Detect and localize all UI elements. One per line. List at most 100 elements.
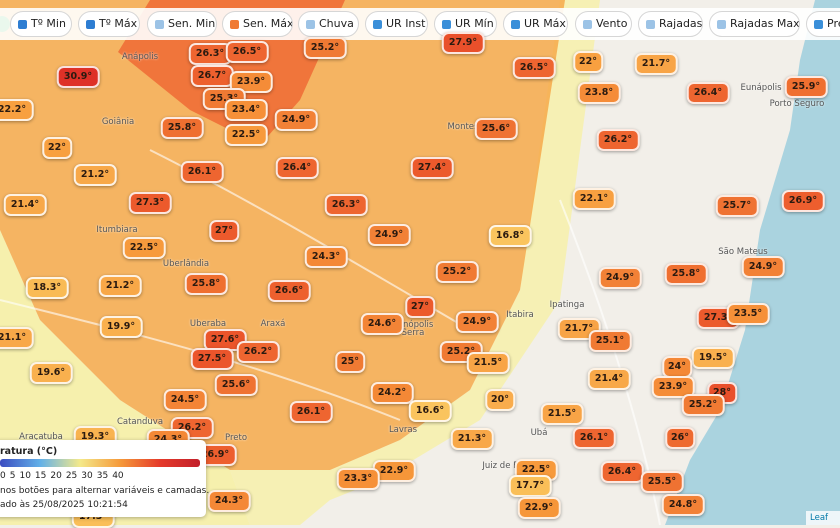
- toolbar-button[interactable]: Sen. Máx: [222, 11, 293, 37]
- temperature-marker[interactable]: 20°: [485, 389, 515, 411]
- button-icon: [511, 20, 520, 29]
- place-name: Ubá: [530, 428, 548, 438]
- temperature-marker[interactable]: 24.9°: [455, 311, 499, 333]
- temperature-marker[interactable]: 26.5°: [512, 57, 556, 79]
- place-name: Juiz de Fora: [482, 461, 532, 471]
- temperature-marker[interactable]: 19.6°: [29, 362, 73, 384]
- temperature-marker[interactable]: 26.1°: [572, 427, 616, 449]
- temperature-marker[interactable]: 25.5°: [640, 471, 684, 493]
- place-name: Catanduva: [116, 417, 164, 427]
- toolbar-button[interactable]: Pre: [806, 11, 840, 37]
- temperature-marker[interactable]: 22°: [573, 51, 603, 73]
- temperature-marker[interactable]: 26.6°: [267, 280, 311, 302]
- temperature-marker[interactable]: 24.5°: [163, 389, 207, 411]
- temperature-marker[interactable]: 27.5°: [190, 348, 234, 370]
- temperature-marker[interactable]: 27°: [405, 296, 435, 318]
- temperature-marker[interactable]: 19.5°: [691, 347, 735, 369]
- temperature-marker[interactable]: 23.5°: [726, 303, 770, 325]
- temperature-marker[interactable]: 22.9°: [517, 497, 561, 519]
- toolbar-button[interactable]: UR Máx: [503, 11, 568, 37]
- temperature-marker[interactable]: 25.9°: [784, 76, 828, 98]
- temperature-marker[interactable]: 26.2°: [596, 129, 640, 151]
- temperature-marker[interactable]: 19.9°: [99, 316, 143, 338]
- temperature-marker[interactable]: 27.4°: [410, 157, 454, 179]
- toolbar-button[interactable]: Rajadas Max: [709, 11, 800, 37]
- toolbar-button[interactable]: Tº Min: [10, 11, 72, 37]
- temperature-marker[interactable]: 21.4°: [3, 194, 47, 216]
- temperature-marker[interactable]: 30.9°: [56, 66, 100, 88]
- temperature-marker[interactable]: 25.8°: [184, 273, 228, 295]
- temperature-marker[interactable]: 25.2°: [303, 37, 347, 59]
- temperature-marker[interactable]: 26.4°: [275, 157, 319, 179]
- temperature-marker[interactable]: 26.3°: [324, 194, 368, 216]
- temperature-marker[interactable]: 23.3°: [336, 468, 380, 490]
- toolbar-button[interactable]: Tº Máx: [78, 11, 140, 37]
- temperature-marker[interactable]: 24.9°: [367, 224, 411, 246]
- temperature-marker[interactable]: 21.5°: [466, 352, 510, 374]
- attribution[interactable]: Leaf: [806, 511, 840, 525]
- temperature-marker[interactable]: 27°: [209, 220, 239, 242]
- temperature-marker[interactable]: 18.3°: [25, 277, 69, 299]
- temperature-marker[interactable]: 24.3°: [304, 246, 348, 268]
- temperature-marker[interactable]: 26.4°: [600, 461, 644, 483]
- temperature-marker[interactable]: 21.4°: [587, 368, 631, 390]
- temperature-marker[interactable]: 22.5°: [122, 237, 166, 259]
- temperature-marker[interactable]: 25.7°: [715, 195, 759, 217]
- temperature-marker[interactable]: 25.2°: [681, 394, 725, 416]
- temperature-marker[interactable]: 23.4°: [224, 99, 268, 121]
- temperature-marker[interactable]: 26.7°: [190, 65, 234, 87]
- toolbar-button[interactable]: Vento: [575, 11, 632, 37]
- temperature-marker[interactable]: 26.5°: [225, 41, 269, 63]
- temperature-marker[interactable]: 21.2°: [73, 164, 117, 186]
- temperature-marker[interactable]: 24.8°: [661, 494, 705, 516]
- temperature-marker[interactable]: 16.8°: [488, 225, 532, 247]
- temperature-marker[interactable]: 21.7°: [634, 53, 678, 75]
- temperature-marker[interactable]: 26°: [665, 427, 695, 449]
- temperature-marker[interactable]: 22.2°: [0, 99, 34, 121]
- temperature-marker[interactable]: 24.3°: [207, 490, 251, 512]
- temperature-marker[interactable]: 26.2°: [236, 341, 280, 363]
- temperature-marker[interactable]: 24.9°: [598, 267, 642, 289]
- temperature-marker[interactable]: 21.3°: [450, 428, 494, 450]
- place-name: Serra: [401, 328, 425, 338]
- temperature-marker[interactable]: 23.9°: [651, 376, 695, 398]
- temperature-marker[interactable]: 25.8°: [664, 263, 708, 285]
- temperature-marker[interactable]: 24.9°: [741, 256, 785, 278]
- place-name: Porto Seguro: [769, 99, 825, 109]
- toolbar-button[interactable]: UR Mín: [434, 11, 497, 37]
- temperature-marker[interactable]: 22°: [42, 137, 72, 159]
- temperature-marker[interactable]: 24.9°: [274, 109, 318, 131]
- temperature-marker[interactable]: 25.6°: [214, 374, 258, 396]
- button-label: UR Mín: [455, 17, 494, 30]
- temperature-marker[interactable]: 22.5°: [224, 124, 268, 146]
- temperature-marker[interactable]: 21.1°: [0, 327, 34, 349]
- temperature-marker[interactable]: 24.6°: [360, 313, 404, 335]
- temperature-marker[interactable]: 16.6°: [408, 400, 452, 422]
- temperature-marker[interactable]: 21.2°: [98, 275, 142, 297]
- temperature-marker[interactable]: 24.2°: [370, 382, 414, 404]
- temperature-marker[interactable]: 23.9°: [229, 71, 273, 93]
- temperature-marker[interactable]: 22.9°: [372, 460, 416, 482]
- toolbar-button[interactable]: UR Inst: [365, 11, 428, 37]
- temperature-marker[interactable]: 21.5°: [540, 403, 584, 425]
- temperature-marker[interactable]: 25.1°: [588, 330, 632, 352]
- temperature-marker[interactable]: 25.6°: [474, 118, 518, 140]
- temperature-marker[interactable]: 25.8°: [160, 117, 204, 139]
- temperature-marker[interactable]: 25.2°: [435, 261, 479, 283]
- legend-updated: ado às 25/08/2025 10:21:54: [0, 500, 128, 510]
- temperature-marker[interactable]: 17.7°: [508, 475, 552, 497]
- temperature-marker[interactable]: 22.1°: [572, 188, 616, 210]
- toolbar-button[interactable]: Sen. Min: [147, 11, 217, 37]
- temperature-marker[interactable]: 27.9°: [441, 32, 485, 54]
- temperature-marker[interactable]: 26.4°: [686, 82, 730, 104]
- toolbar-button[interactable]: Rajadas: [638, 11, 703, 37]
- temperature-marker[interactable]: 27.3°: [128, 192, 172, 214]
- temperature-marker[interactable]: 26.1°: [180, 161, 224, 183]
- temperature-marker[interactable]: 24°: [662, 356, 692, 378]
- place-name: Lavras: [388, 425, 418, 435]
- toolbar-button[interactable]: Chuva: [298, 11, 359, 37]
- temperature-marker[interactable]: 25°: [335, 351, 365, 373]
- temperature-marker[interactable]: 26.1°: [289, 401, 333, 423]
- temperature-marker[interactable]: 26.9°: [781, 190, 825, 212]
- temperature-marker[interactable]: 23.8°: [577, 82, 621, 104]
